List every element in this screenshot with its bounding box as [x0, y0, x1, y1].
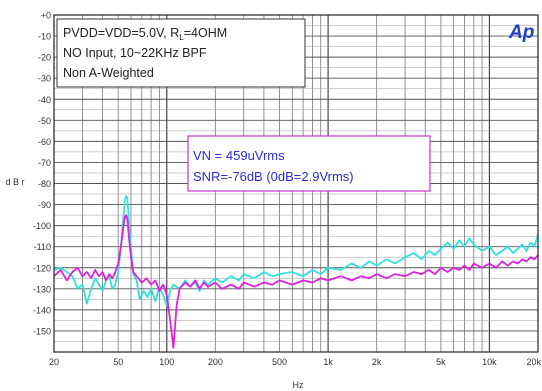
series-layer: [53, 195, 539, 349]
x-tick-label: 50: [113, 357, 123, 367]
y-tick-label: -110: [34, 242, 51, 252]
y-tick-label: -10: [38, 32, 51, 42]
callout-vn: VN = 459uVrms: [193, 148, 285, 163]
y-tick-label: -50: [38, 116, 51, 126]
x-tick-label: 100: [159, 357, 174, 367]
y-tick-label: -20: [38, 53, 51, 63]
x-tick-label: 5k: [436, 357, 446, 367]
x-tick-label: 10k: [482, 357, 497, 367]
y-tick-label: -150: [33, 326, 51, 336]
y-tick-label: -100: [33, 221, 51, 231]
x-tick-labels: 20 50 100 200 500 1k 2k 5k 10k 20k: [49, 357, 542, 367]
x-tick-label: 200: [208, 357, 223, 367]
y-tick-label: -40: [38, 95, 51, 105]
y-tick-label: -80: [38, 179, 51, 189]
x-tick-label: 20: [49, 357, 59, 367]
noise-callout-box: VN = 459uVrms SNR=-76dB (0dB=2.9Vrms): [187, 135, 431, 192]
x-tick-label: 2k: [372, 357, 382, 367]
y-tick-label: -70: [38, 158, 51, 168]
y-tick-label: -60: [38, 137, 51, 147]
y-axis-label: d B r: [5, 177, 24, 187]
brand-logo: Ap: [508, 22, 534, 43]
y-tick-labels: +0 -10 -20 -30 -40 -50 -60 -70 -80 -90 -100 -110 -12…: [33, 11, 51, 337]
y-tick-label: -130: [33, 284, 51, 294]
y-tick-label: -90: [38, 200, 51, 210]
series-line-1: [53, 195, 539, 307]
y-tick-label: -30: [38, 74, 51, 84]
conditions-box: PVDD=VDD=5.0V, RL=4OHM NO Input, 10~22KH…: [56, 18, 306, 88]
x-tick-label: 500: [272, 357, 287, 367]
condition-line-2: NO Input, 10~22KHz BPF: [63, 46, 207, 60]
callout-snr: SNR=-76dB (0dB=2.9Vrms): [193, 169, 354, 184]
y-tick-label: -140: [33, 305, 51, 315]
condition-line-3: Non A-Weighted: [63, 66, 154, 80]
y-tick-label: +0: [41, 11, 51, 21]
condition-line-1: PVDD=VDD=5.0V, RL=4OHM: [63, 26, 227, 42]
x-tick-label: 1k: [323, 357, 333, 367]
plot-frame: [53, 14, 539, 353]
series-line-2: [53, 214, 539, 349]
y-tick-label: -120: [33, 263, 51, 273]
x-axis-label: Hz: [293, 380, 304, 390]
x-tick-label: 20k: [526, 357, 541, 367]
